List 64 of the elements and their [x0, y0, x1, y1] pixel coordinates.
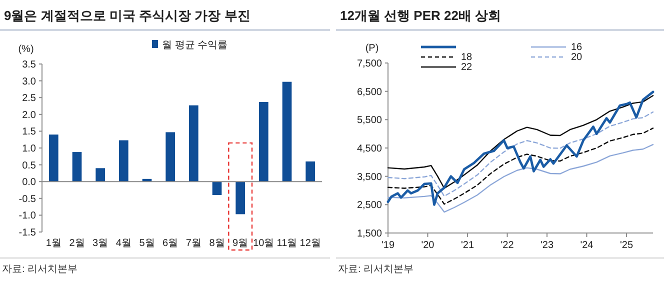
- y-tick-label: 2.5: [22, 93, 36, 104]
- bar: [189, 105, 198, 182]
- x-tick-label: 7월: [186, 238, 202, 249]
- legend-label: 18: [461, 52, 473, 63]
- x-tick-label: '22: [500, 240, 514, 251]
- text: 자료: 리서치본부: [338, 264, 414, 275]
- bar: [212, 182, 222, 196]
- y-tick-label: 4,500: [356, 144, 382, 154]
- bar: [119, 140, 128, 182]
- x-tick-label: 9월: [232, 238, 248, 249]
- line-series: [387, 94, 654, 189]
- line-series: [386, 90, 654, 206]
- line-series: [387, 128, 654, 205]
- x-tick-label: 5월: [139, 238, 155, 249]
- y-tick-label: 0.0: [22, 177, 36, 188]
- legend-label: 16: [571, 42, 583, 53]
- y-tick-label: 3,500: [356, 172, 382, 183]
- x-tick-label: '23: [540, 240, 554, 251]
- bar: [96, 168, 105, 182]
- x-tick-label: 6월: [162, 238, 178, 249]
- bar: [282, 82, 292, 182]
- text: 자료: 리서치본부: [2, 264, 78, 275]
- chart-title: 12개월 선행 PER 22배 상회: [340, 8, 502, 23]
- y-tick-label: 0.5: [22, 160, 36, 172]
- y-tick-label: 1.5: [22, 126, 36, 138]
- line-series: [387, 111, 654, 197]
- y-axis-title: (%): [18, 44, 34, 55]
- x-tick-label: '21: [461, 240, 474, 251]
- x-tick-label: 11월: [276, 238, 298, 249]
- y-tick-label: -1.5: [18, 228, 36, 238]
- y-tick-label: 2,500: [356, 200, 382, 212]
- y-tick-label: 3.0: [22, 76, 36, 88]
- legend-label: 월 평균 수익률: [162, 40, 228, 51]
- y-tick-label: 3.5: [22, 60, 36, 70]
- y-tick-label: -1.0: [18, 210, 36, 222]
- x-tick-label: '19: [381, 240, 395, 251]
- legend-label: 20: [571, 52, 583, 63]
- x-tick-label: 4월: [116, 238, 132, 249]
- bar: [72, 152, 82, 182]
- y-tick-label: 2.0: [22, 110, 36, 121]
- bar: [259, 102, 268, 182]
- y-tick-label: 6,500: [356, 86, 382, 98]
- y-tick-label: 7,500: [356, 58, 382, 70]
- y-tick-label: 5,500: [356, 115, 382, 126]
- x-tick-label: 1월: [46, 238, 62, 249]
- x-tick-label: '25: [620, 240, 634, 251]
- line-series: [387, 144, 654, 213]
- x-tick-label: 2월: [69, 238, 85, 249]
- bar: [166, 132, 175, 182]
- x-tick-label: 10월: [253, 238, 274, 249]
- bar: [236, 182, 245, 214]
- y-tick-label: -0.5: [18, 194, 36, 205]
- y-axis-title: (P): [365, 43, 379, 54]
- x-tick-label: 3월: [92, 238, 108, 249]
- x-tick-label: 8월: [209, 238, 225, 249]
- chart-title: 9월은 계절적으로 미국 주식시장 가장 부진: [4, 8, 250, 23]
- bar: [306, 161, 315, 182]
- bar: [49, 134, 58, 182]
- legend-label: 22: [461, 62, 473, 73]
- y-tick-label: 1,500: [356, 228, 382, 240]
- y-tick-label: 1.0: [22, 144, 36, 154]
- x-tick-label: '20: [421, 240, 435, 251]
- x-tick-label: 12월: [300, 238, 321, 249]
- x-tick-label: '24: [580, 240, 594, 251]
